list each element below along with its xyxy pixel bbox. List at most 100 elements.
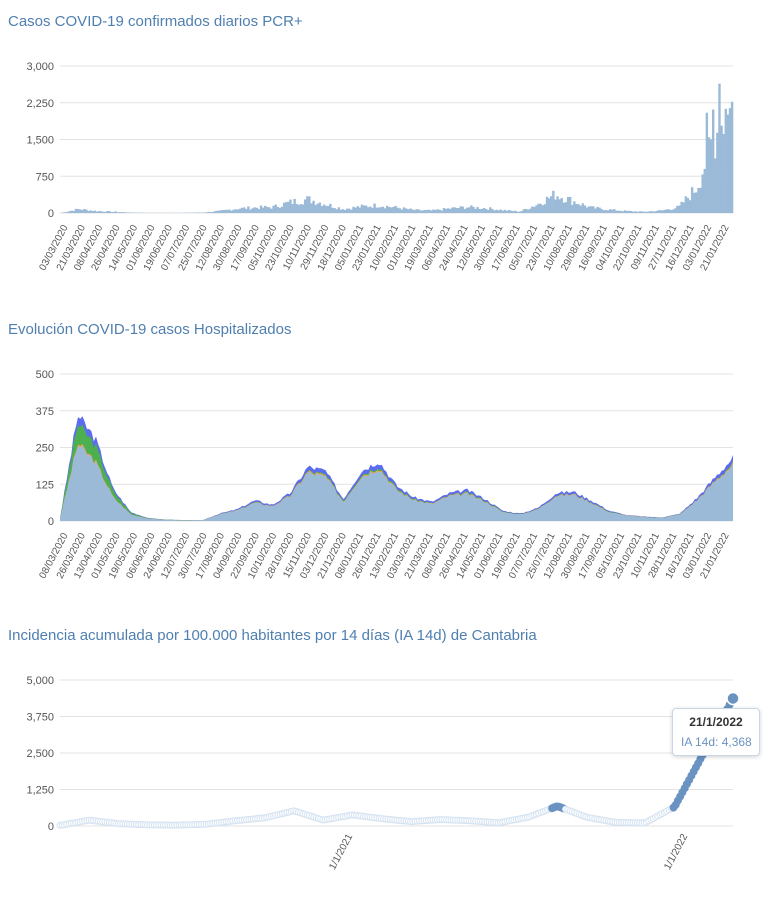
bar [337, 207, 341, 213]
bar [110, 212, 113, 213]
y-tick-label: 2,250 [26, 98, 54, 110]
bar [577, 204, 580, 213]
bar [245, 208, 248, 213]
bar [255, 207, 258, 213]
bar [480, 208, 484, 213]
bar [684, 196, 688, 213]
bar [196, 212, 200, 213]
bar [587, 206, 591, 213]
bar [308, 196, 311, 213]
bar [505, 210, 509, 213]
series-area-base [60, 445, 733, 521]
bar [400, 209, 404, 213]
bar [524, 208, 528, 213]
bar [367, 207, 370, 213]
bar [377, 207, 380, 213]
bar [253, 207, 256, 213]
bar [102, 211, 105, 213]
bar [358, 207, 362, 213]
bar [268, 207, 271, 213]
incidence-chart[interactable]: 0 1,250 2,500 3,750 5,000 1/1/2021 1/1/2022 [0, 620, 768, 909]
bar [287, 201, 290, 213]
bar [680, 201, 683, 213]
bar [93, 210, 97, 213]
bar [674, 208, 677, 213]
bar [278, 207, 282, 213]
bar [390, 207, 393, 213]
bar [529, 208, 532, 213]
bar [512, 211, 515, 213]
bar [434, 209, 437, 213]
bar [407, 209, 410, 213]
bar [503, 209, 507, 213]
bar [221, 210, 225, 213]
bar [474, 208, 477, 213]
bar [89, 210, 92, 213]
bar [493, 210, 496, 213]
bar [234, 209, 237, 213]
bar [238, 208, 242, 213]
bar [716, 132, 719, 213]
bar [667, 209, 671, 213]
bar [226, 209, 229, 213]
tooltip-date: 21/1/2022 [689, 715, 743, 729]
bar [369, 206, 372, 213]
bar [438, 209, 441, 213]
bar [324, 205, 328, 213]
bar [259, 205, 263, 213]
bar [129, 212, 132, 213]
bar [203, 212, 206, 213]
bar [472, 206, 475, 213]
bar [314, 204, 317, 213]
bar [373, 203, 376, 213]
bar [463, 209, 467, 213]
bar [213, 211, 216, 213]
bar [501, 210, 505, 213]
bar [217, 210, 221, 213]
y-tick-label: 0 [48, 208, 54, 220]
chart-title: Casos COVID-19 confirmados diarios PCR+ [8, 13, 303, 30]
bar [547, 198, 551, 213]
bar [398, 208, 401, 213]
highlighted-point[interactable] [726, 691, 740, 706]
tooltip-value: 4,368 [721, 735, 752, 749]
bar [207, 211, 210, 213]
bar [272, 205, 275, 213]
bar [106, 211, 109, 213]
bar [335, 209, 338, 213]
bar [118, 212, 122, 213]
bar [522, 209, 526, 213]
bar [85, 209, 88, 213]
bar [707, 137, 711, 213]
bar [455, 208, 458, 213]
bar [545, 196, 549, 213]
bar [419, 210, 423, 213]
y-tick-label: 1,500 [26, 135, 54, 147]
bar [703, 168, 706, 213]
bar [627, 210, 631, 213]
bar [619, 210, 622, 213]
bar [329, 203, 332, 213]
bar [461, 206, 465, 213]
bar [293, 198, 296, 213]
y-tick-label: 3,750 [26, 712, 54, 724]
bar [604, 210, 608, 213]
bar [468, 207, 471, 213]
bar [571, 204, 574, 213]
bar [291, 204, 294, 213]
daily-cases-chart: 07501,5002,2503,00003/03/202021/03/20200… [26, 61, 734, 273]
y-tick-label: 0 [48, 821, 54, 833]
x-tick-label: 1/1/2021 [327, 832, 355, 872]
bar [589, 206, 593, 213]
bar [346, 208, 349, 213]
bar [264, 205, 267, 213]
bar [215, 210, 219, 213]
bar [482, 207, 486, 213]
bar [425, 209, 429, 213]
bar [362, 205, 366, 213]
bar [442, 207, 446, 213]
y-tick-label: 125 [36, 479, 54, 491]
y-tick-label: 1,250 [26, 785, 54, 797]
bar [303, 199, 307, 213]
bar [68, 211, 71, 213]
